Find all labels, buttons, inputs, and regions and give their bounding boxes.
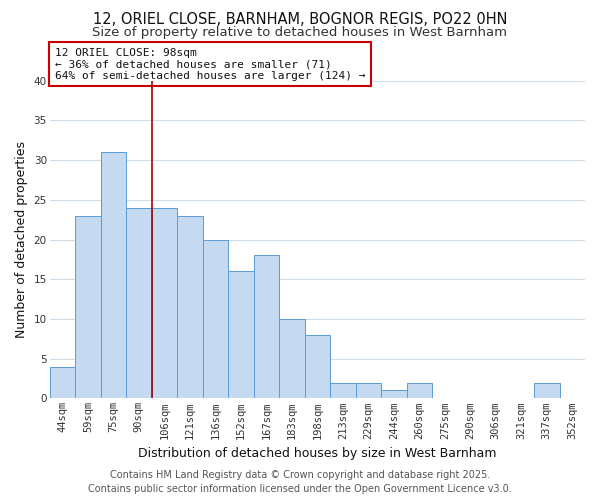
Bar [126,208,152,398]
Text: Size of property relative to detached houses in West Barnham: Size of property relative to detached ho… [92,26,508,39]
Text: 12, ORIEL CLOSE, BARNHAM, BOGNOR REGIS, PO22 0HN: 12, ORIEL CLOSE, BARNHAM, BOGNOR REGIS, … [93,12,507,28]
Bar [152,208,177,398]
Bar [330,382,356,398]
Bar [228,272,254,398]
Text: Contains HM Land Registry data © Crown copyright and database right 2025.
Contai: Contains HM Land Registry data © Crown c… [88,470,512,494]
Bar [101,152,126,398]
X-axis label: Distribution of detached houses by size in West Barnham: Distribution of detached houses by size … [138,447,497,460]
Bar [279,319,305,398]
Text: 12 ORIEL CLOSE: 98sqm
← 36% of detached houses are smaller (71)
64% of semi-deta: 12 ORIEL CLOSE: 98sqm ← 36% of detached … [55,48,365,80]
Bar [50,366,75,398]
Bar [177,216,203,398]
Bar [254,256,279,398]
Bar [203,240,228,398]
Bar [356,382,381,398]
Y-axis label: Number of detached properties: Number of detached properties [15,141,28,338]
Bar [381,390,407,398]
Bar [407,382,432,398]
Bar [75,216,101,398]
Bar [305,335,330,398]
Bar [534,382,560,398]
